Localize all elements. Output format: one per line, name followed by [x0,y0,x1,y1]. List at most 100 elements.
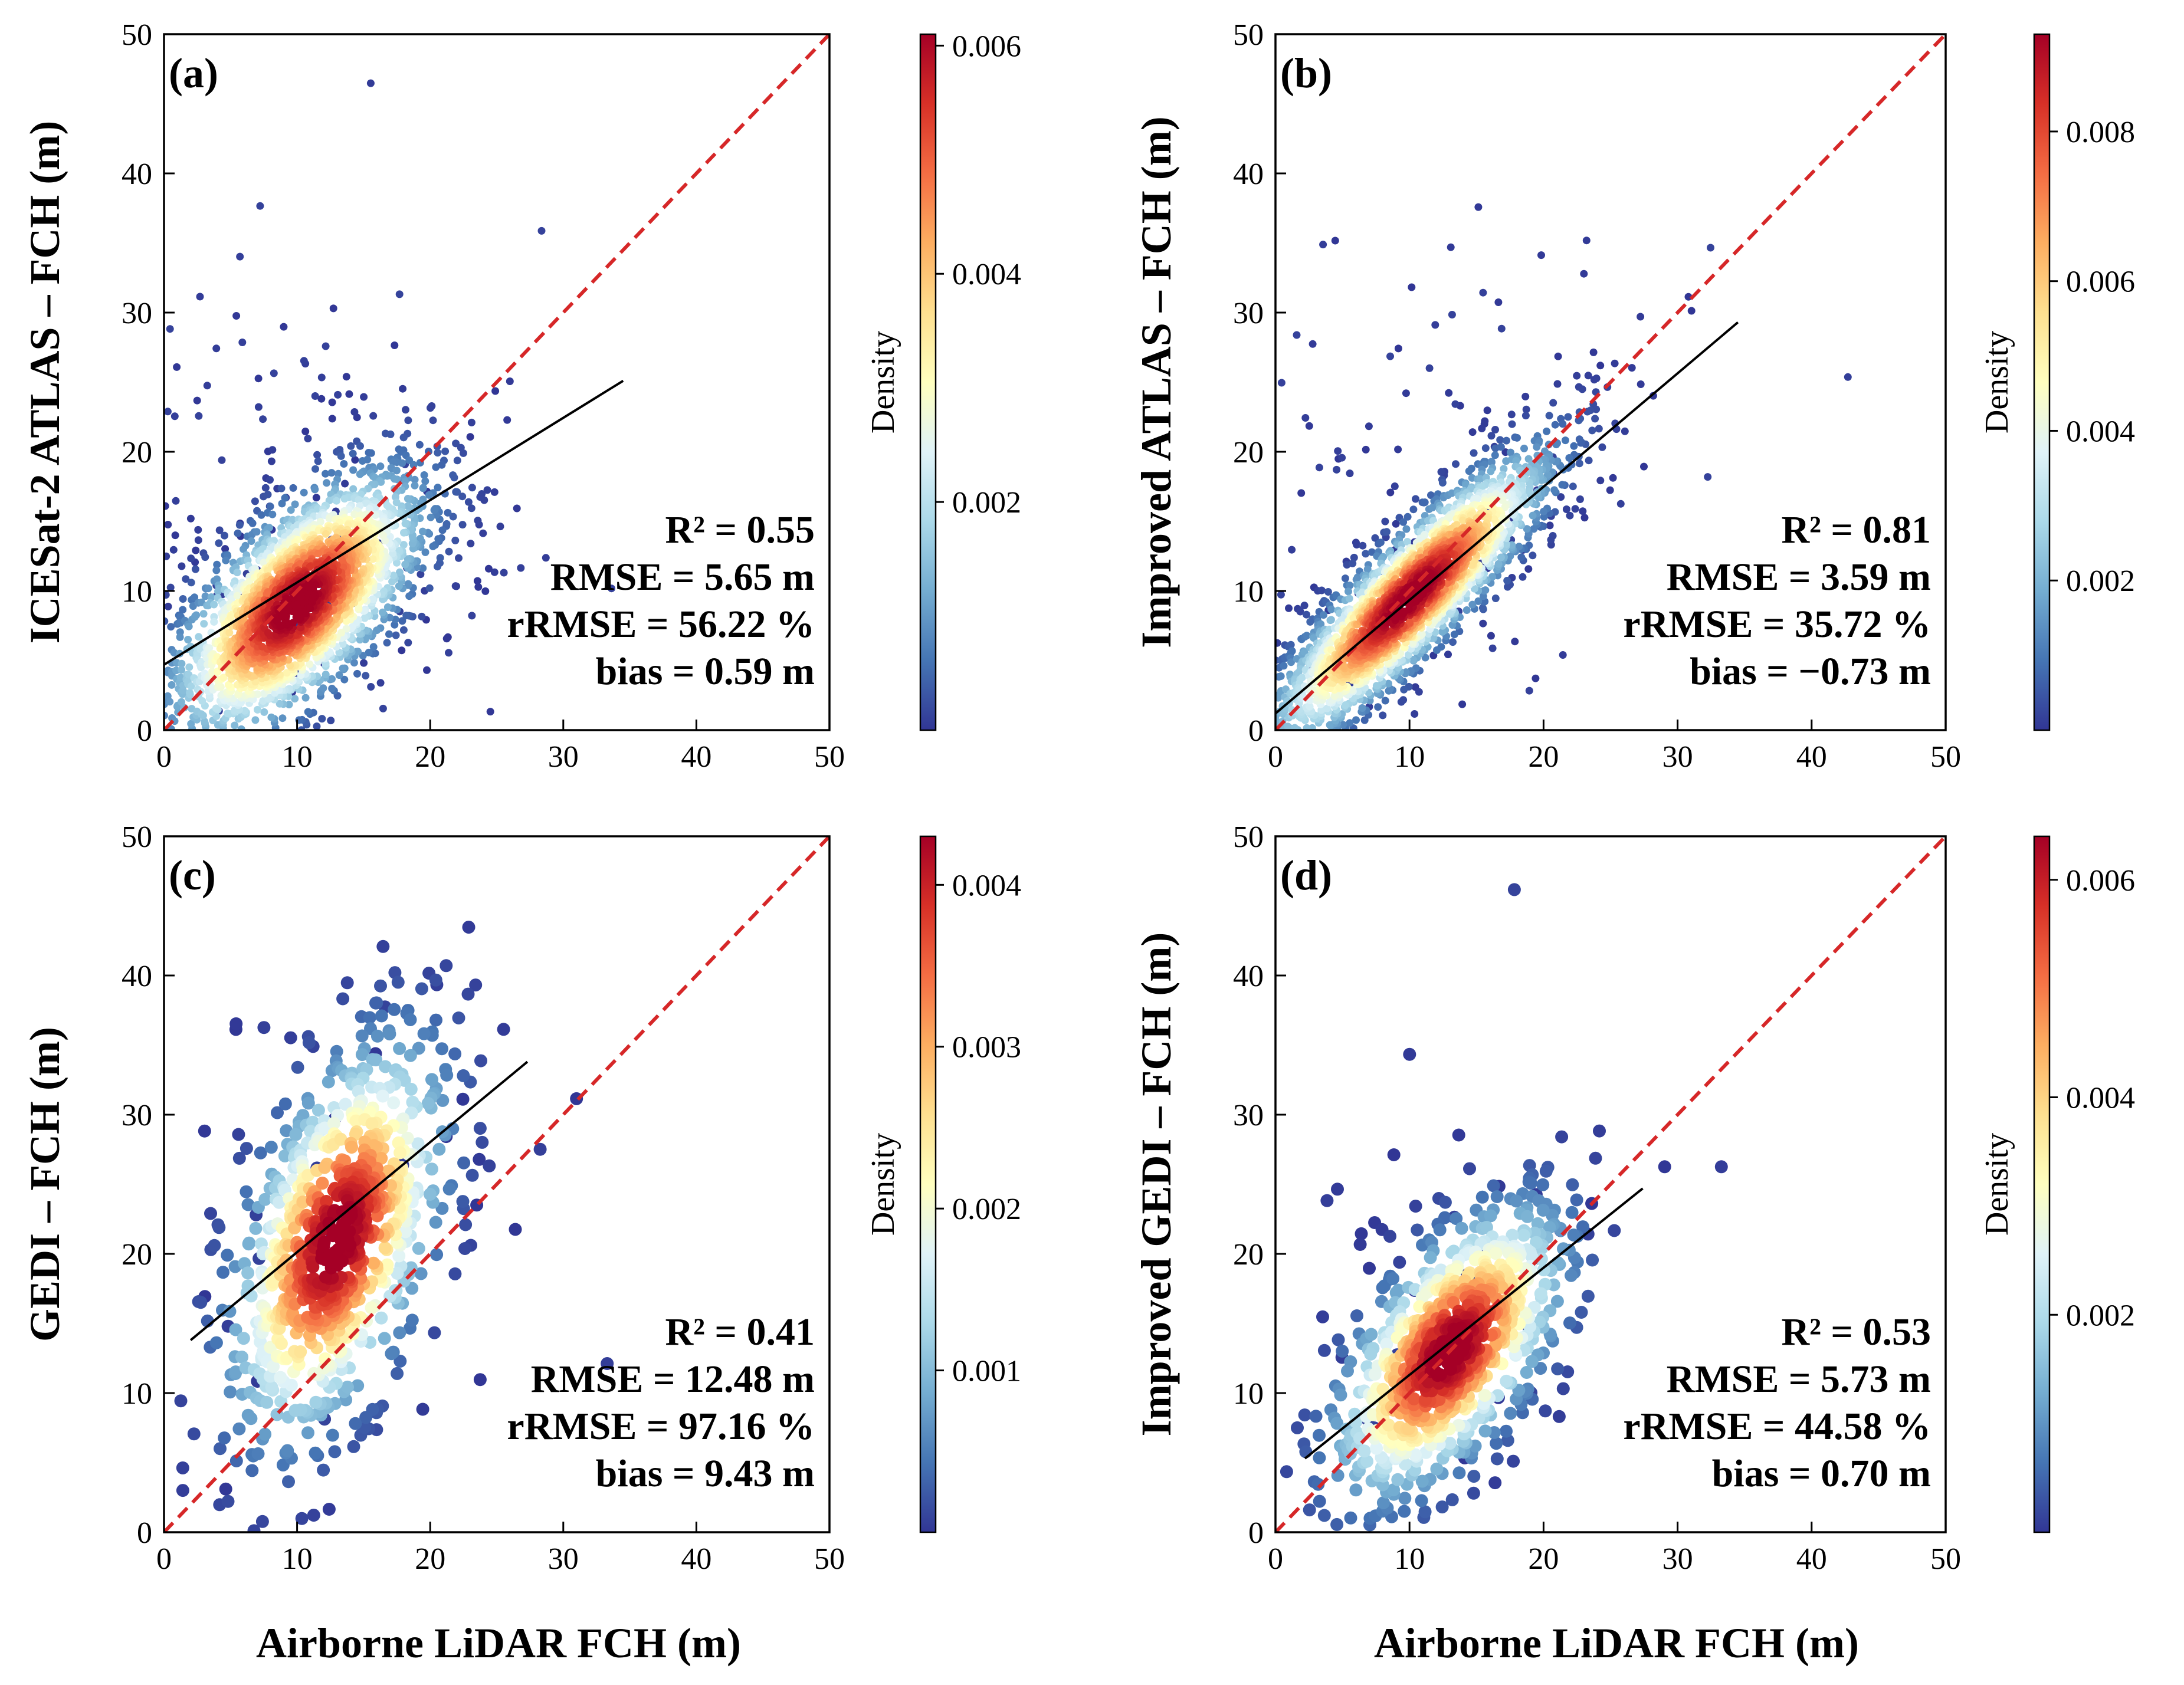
scatter-point [421,477,429,485]
scatter-point [1372,682,1380,690]
scatter-point [411,475,419,484]
scatter-point [365,648,373,656]
scatter-point [360,659,368,667]
scatter-point [1481,444,1490,452]
scatter-point [1326,721,1334,729]
scatter-point [474,517,482,525]
scatter-point [442,520,451,528]
scatter-point [349,466,358,474]
scatter-point [248,519,257,527]
scatter-point [212,344,221,353]
scatter-point [306,660,314,668]
scatter-point [389,458,397,467]
scatter-point [1576,495,1584,503]
scatter-point [389,571,398,580]
scatter-point [383,603,392,611]
scatter-point [1649,392,1657,400]
scatter-point [1338,454,1346,462]
scatter-point [1588,426,1596,435]
scatter-point [1277,379,1286,387]
colorbar-tick-label: 0.002 [952,486,1021,520]
scatter-point [362,672,370,680]
scatter-point [322,530,330,538]
scatter-point [1362,550,1370,558]
scatter-point [224,710,232,718]
scatter-point [178,659,186,668]
scatter-point [1438,628,1447,636]
scatter-point [1589,348,1598,356]
scatter-point [205,644,214,652]
scatter-point [1468,600,1477,609]
scatter-point [300,488,308,497]
scatter-point [194,525,202,534]
scatter-point [1305,422,1313,430]
scatter-point [1425,364,1434,372]
scatter-point [1402,668,1410,676]
scatter-point [323,479,331,487]
scatter-point [327,469,336,477]
scatter-point [215,526,224,534]
scatter-point [1592,405,1601,413]
scatter-point [467,540,475,548]
scatter-point [251,716,260,724]
y-tick-label: 10 [122,575,152,609]
scatter-point [398,617,406,625]
scatter-point [1503,436,1510,445]
scatter-point [167,623,175,631]
scatter-point [1470,584,1478,593]
scatter-point [483,486,491,494]
scatter-point [1504,583,1511,591]
scatter-point [486,708,494,716]
scatter-point [349,449,357,458]
scatter-point [353,669,361,678]
scatter-point [402,406,409,414]
x-tick-label: 20 [415,740,445,774]
scatter-point [1507,448,1514,456]
scatter-point [1491,426,1499,433]
x-tick-label: 50 [814,740,845,774]
scatter-point [388,577,396,586]
scatter-point [214,587,222,596]
scatter-point [213,575,221,583]
scatter-point [203,382,211,390]
scatter-point [1559,651,1567,659]
scatter-point [399,385,407,393]
scatter-point [1523,525,1531,533]
scatter-point [171,531,179,540]
scatter-point [459,449,467,457]
x-tick-label: 40 [681,740,711,774]
scatter-point [1474,203,1483,211]
scatter-point [1596,477,1605,485]
scatter-point [1363,565,1372,573]
scatter-point [212,566,221,574]
scatter-point [164,617,169,625]
scatter-point [210,600,218,609]
scatter-point [1424,517,1432,525]
scatter-point [278,500,286,508]
scatter-point [1449,638,1457,646]
scatter-point [1575,416,1583,425]
scatter-point [1379,711,1387,720]
scatter-point [317,395,326,403]
scatter-point [1394,344,1402,353]
scatter-point [537,226,546,235]
scatter-point [358,457,366,465]
scatter-point [1341,574,1349,583]
scatter-point [312,494,320,502]
scatter-point [1606,486,1614,494]
scatter-point [369,555,377,563]
scatter-point [1331,237,1339,245]
scatter-point [339,664,347,672]
scatter-point [434,449,442,457]
scatter-point [444,508,452,517]
scatter-point [322,469,330,478]
regression-line [163,379,624,666]
scatter-point [1409,655,1417,664]
scatter-point [1345,594,1353,603]
scatter-point [1844,373,1852,381]
scatter-point [1582,237,1591,245]
scatter-point [1468,428,1477,436]
scatter-point [268,446,277,454]
scatter-point [340,495,349,503]
scatter-point [468,484,476,492]
